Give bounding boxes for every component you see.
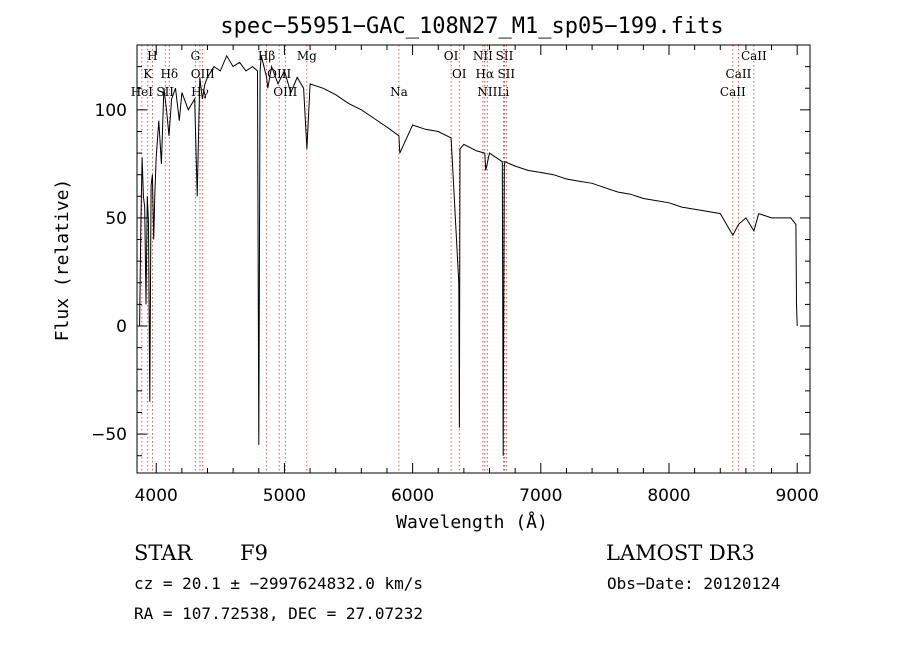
x-axis: 4000 5000 6000 7000 8000 9000 xyxy=(135,45,819,506)
series-line xyxy=(139,54,798,456)
y-axis-label: Flux (relative) xyxy=(52,179,73,342)
x-axis-label: Wavelength (Å) xyxy=(396,511,548,533)
line-label: CaII xyxy=(726,67,752,81)
y-tick-label: −50 xyxy=(91,425,127,445)
observation-date: Obs−Date: 20120124 xyxy=(607,574,780,593)
line-label: Na xyxy=(390,85,408,99)
x-tick-label: 5000 xyxy=(263,486,306,506)
y-axis: −50 0 50 100 xyxy=(91,66,810,457)
line-label: SII xyxy=(497,67,515,81)
x-tick-label: 9000 xyxy=(776,486,819,506)
x-tick-label: 7000 xyxy=(519,486,562,506)
line-label: H xyxy=(147,49,157,63)
line-label: Li xyxy=(497,85,509,99)
spectrum-series xyxy=(139,54,798,456)
line-label: Hα xyxy=(475,67,494,81)
line-label: OIII xyxy=(191,67,215,81)
y-tick-label: 50 xyxy=(105,209,127,229)
line-label: K xyxy=(143,67,153,81)
line-label: OI xyxy=(444,49,459,63)
plot-frame xyxy=(136,44,811,474)
line-label: SII xyxy=(156,85,174,99)
y-tick-label: 100 xyxy=(95,101,127,121)
line-label: Hδ xyxy=(160,67,178,81)
x-tick-label: 8000 xyxy=(647,486,690,506)
x-tick-label: 4000 xyxy=(135,486,178,506)
line-label: Mg xyxy=(297,49,317,63)
line-label: NII xyxy=(473,49,493,63)
ra-dec: RA = 107.72538, DEC = 27.07232 xyxy=(134,604,423,623)
line-label: CaII xyxy=(741,49,767,63)
line-label: SII xyxy=(496,49,514,63)
object-class: STAR xyxy=(134,541,193,565)
chart-title: spec−55951−GAC_108N27_M1_sp05−199.fits xyxy=(220,14,723,39)
line-label: G xyxy=(191,49,201,63)
line-label: NII xyxy=(477,85,497,99)
line-label: OIII xyxy=(273,85,297,99)
line-label: CaII xyxy=(720,85,746,99)
line-label: OI xyxy=(452,67,467,81)
object-subclass: F9 xyxy=(240,541,268,565)
y-tick-label: 0 xyxy=(116,317,127,337)
survey-name: LAMOST DR3 xyxy=(606,541,755,565)
x-tick-label: 6000 xyxy=(391,486,434,506)
line-label: HeI xyxy=(131,85,154,99)
redshift-cz: cz = 20.1 ± −2997624832.0 km/s xyxy=(134,574,423,593)
